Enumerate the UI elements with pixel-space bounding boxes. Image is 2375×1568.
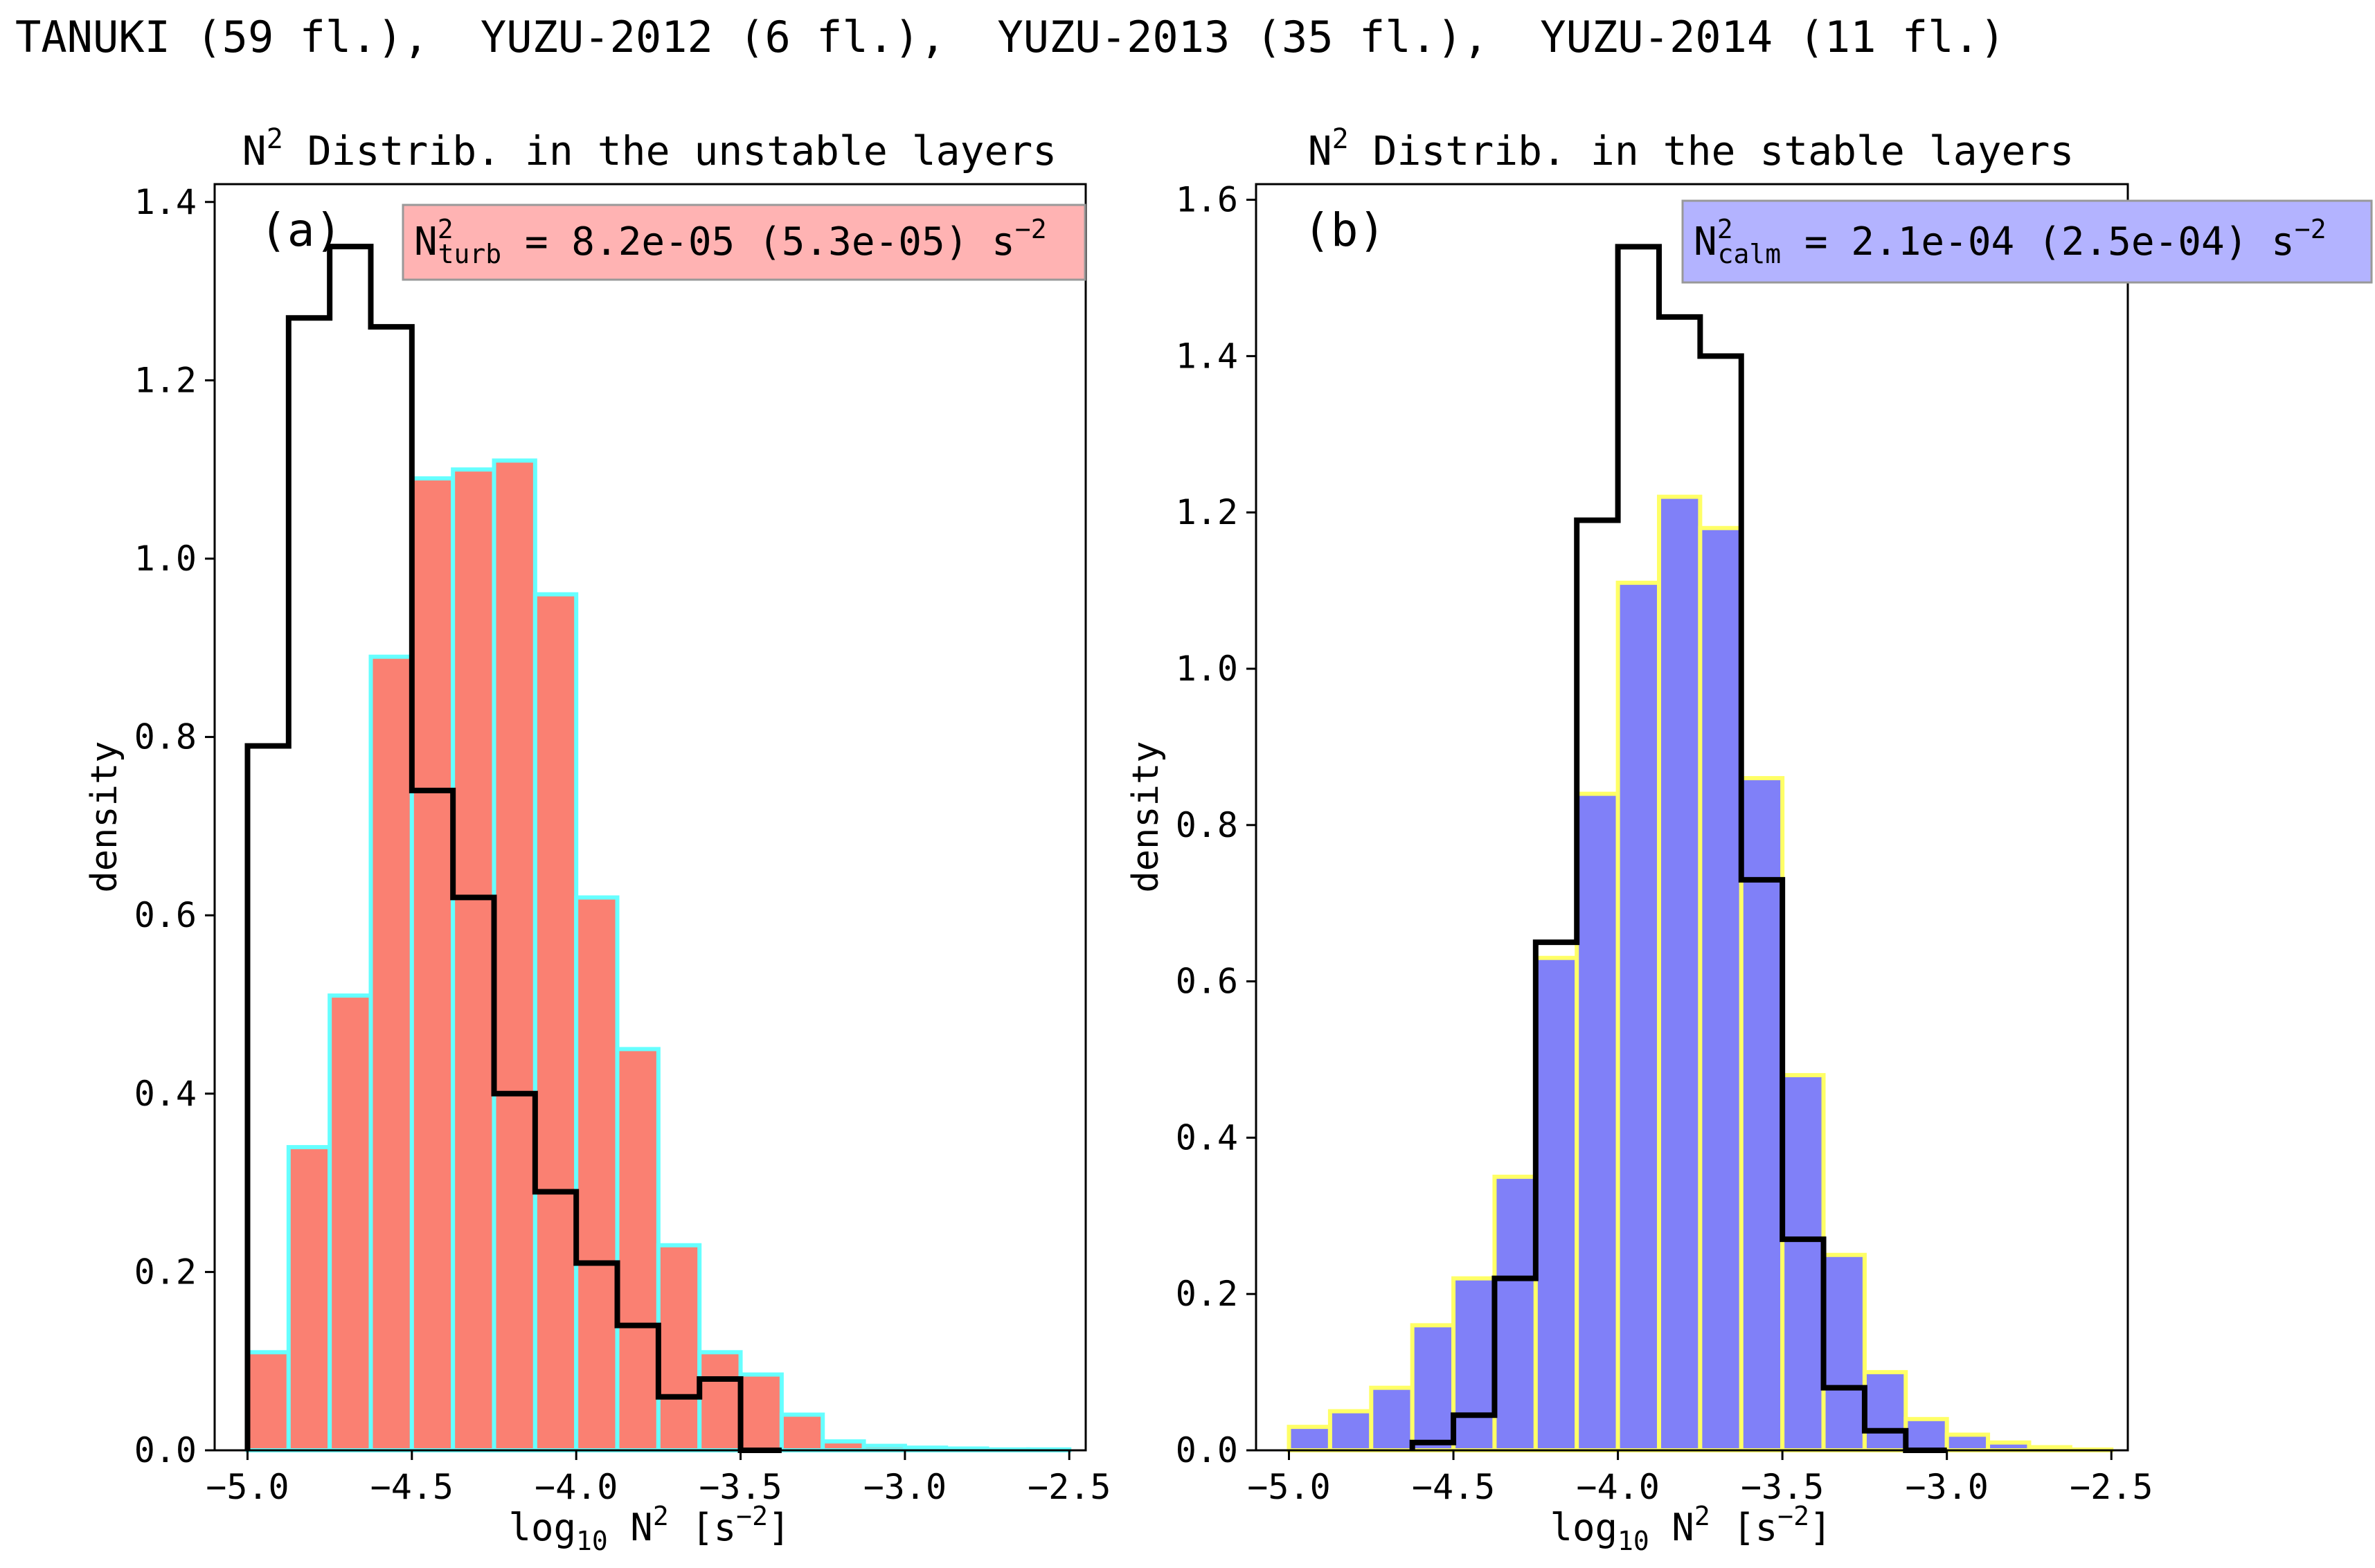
histogram-bar	[697, 1350, 743, 1452]
x-tick-label: −2.5	[2070, 1467, 2153, 1507]
histogram-bar	[1862, 1370, 1908, 1452]
panel-b: N2 Distrib. in the stable layers −5.0 −4.…	[1125, 123, 2373, 1556]
histogram-bar	[779, 1412, 825, 1453]
figure-suptitle: TANUKI (59 fl.), YUZU-2012 (6 fl.), YUZU…	[15, 12, 2005, 62]
histogram-bar	[821, 1439, 866, 1452]
y-tick-label: 0.2	[1176, 1274, 1238, 1314]
histogram-bar	[1327, 1409, 1374, 1453]
histogram-bar	[1451, 1276, 1497, 1453]
histogram-bar	[574, 895, 620, 1452]
histogram-bar	[1492, 1174, 1538, 1453]
histogram-bar	[1656, 494, 1703, 1452]
histogram-bar	[451, 467, 496, 1452]
y-tick-label: 1.6	[1176, 180, 1238, 220]
panel-a-title: N2 Distrib. in the unstable layers	[242, 123, 1057, 174]
histogram-bar	[1615, 580, 1661, 1453]
x-tick-label: −3.5	[699, 1467, 782, 1507]
y-tick-label: 1.2	[1176, 492, 1238, 532]
histogram-bar	[1533, 955, 1579, 1452]
histogram-bar	[1698, 525, 1744, 1453]
histogram-bar	[409, 476, 456, 1452]
x-ticks-a: −5.0 −4.5 −4.0 −3.5 −3.0 −2.5	[206, 1450, 1111, 1507]
y-ticks-b: 0.0 0.2 0.4 0.6 0.8 1.0 1.2 1.4 1.6	[1176, 180, 1256, 1470]
y-tick-label: 0.8	[1176, 805, 1238, 845]
y-tick-label: 0.4	[1176, 1117, 1238, 1157]
x-tick-label: −4.5	[1412, 1467, 1495, 1507]
histogram-bar	[532, 592, 579, 1453]
histogram-bar	[1986, 1440, 2032, 1453]
histogram-bar	[1369, 1385, 1415, 1452]
x-tick-label: −4.0	[535, 1467, 618, 1507]
histogram-bars-a	[245, 458, 1072, 1453]
histogram-bar	[492, 458, 537, 1453]
x-tick-label: −4.0	[1576, 1467, 1659, 1507]
panel-label-a: (a)	[260, 204, 342, 257]
y-tick-label: 1.4	[134, 182, 197, 222]
histogram-bar	[368, 654, 414, 1452]
histogram-bar	[738, 1372, 784, 1452]
x-tick-label: −2.5	[1028, 1467, 1111, 1507]
y-axis-label-b: density	[1125, 741, 1167, 892]
x-tick-label: −3.0	[1905, 1467, 1988, 1507]
histogram-bar	[286, 1145, 332, 1452]
x-axis-label-a: log10 N2 [s−2]	[508, 1501, 790, 1556]
panel-b-title: N2 Distrib. in the stable layers	[1308, 123, 2074, 174]
histogram-bar	[615, 1047, 661, 1452]
stat-text-b: N2 calm = 2.1e-04 (2.5e-04) s−2	[1694, 214, 2327, 269]
y-tick-label: 0.6	[134, 895, 197, 935]
histogram-bar	[656, 1243, 702, 1453]
x-tick-label: −5.0	[1247, 1467, 1330, 1507]
y-tick-label: 0.8	[134, 717, 197, 757]
histogram-bar	[1821, 1252, 1867, 1453]
x-tick-label: −4.5	[370, 1467, 454, 1507]
step-line	[244, 244, 782, 1453]
histogram-bar	[1780, 1073, 1826, 1452]
histogram-bar	[1944, 1432, 1991, 1452]
y-tick-label: 0.6	[1176, 962, 1238, 1002]
x-ticks-b: −5.0 −4.5 −4.0 −3.5 −3.0 −2.5	[1247, 1450, 2153, 1507]
axes-frame-b	[1255, 183, 2129, 1452]
stat-box-b	[1681, 199, 2373, 284]
y-tick-label: 0.4	[134, 1074, 197, 1114]
x-tick-label: −3.5	[1741, 1467, 1824, 1507]
x-tick-label: −3.0	[863, 1467, 947, 1507]
y-ticks-a: 0.0 0.2 0.4 0.6 0.8 1.0 1.2 1.4	[134, 182, 215, 1470]
y-tick-label: 0.2	[134, 1252, 197, 1292]
histogram-bar	[1903, 1416, 1949, 1453]
y-tick-label: 0.0	[134, 1430, 197, 1470]
y-tick-label: 1.0	[134, 539, 197, 579]
panel-a: N2 Distrib. in the unstable layers −5.0−…	[84, 123, 1111, 1556]
histogram-bar	[245, 1350, 291, 1452]
step-outline-a	[244, 244, 782, 1453]
y-axis-label-a: density	[84, 741, 125, 892]
x-tick-label: −5.0	[206, 1467, 289, 1507]
stat-box-a	[402, 204, 1086, 281]
step-line	[1409, 244, 1947, 1453]
y-tick-label: 1.2	[134, 360, 197, 400]
histogram-bar	[1575, 791, 1620, 1452]
y-tick-label: 1.4	[1176, 336, 1238, 376]
histogram-bar	[328, 993, 373, 1452]
stat-text-a: N2 turb = 8.2e-05 (5.3e-05) s−2	[414, 214, 1047, 269]
y-tick-label: 0.0	[1176, 1430, 1238, 1470]
x-axis-label-b: log10 N2 [s−2]	[1550, 1501, 1831, 1556]
step-outline-b	[1409, 244, 1947, 1453]
histogram-bars-b	[1287, 494, 2114, 1453]
panel-label-b: (b)	[1303, 204, 1386, 257]
axes-frame-a	[213, 183, 1087, 1452]
histogram-bar	[1410, 1323, 1456, 1452]
histogram-bar	[1287, 1425, 1332, 1453]
y-tick-label: 1.0	[1176, 649, 1238, 689]
